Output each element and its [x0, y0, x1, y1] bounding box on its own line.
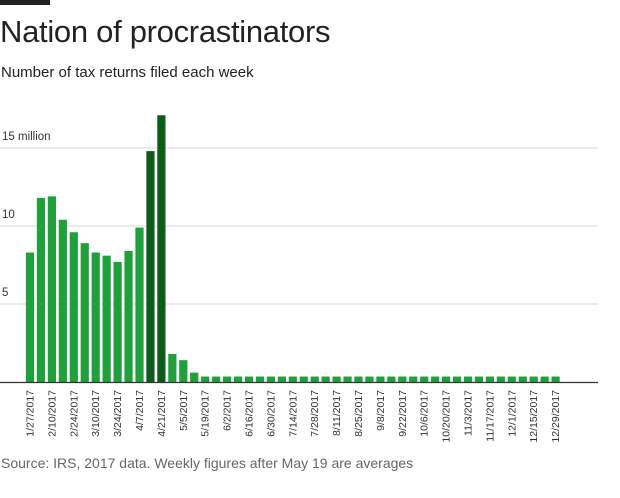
bar-6/16/2017 — [244, 376, 254, 382]
x-tick-label: 7/14/2017 — [287, 390, 299, 437]
x-tick-label: 10/6/2017 — [419, 390, 431, 437]
bar-4/21/2017 — [157, 115, 166, 383]
x-tick-label: 11/17/2017 — [484, 390, 496, 442]
bar-6/2/2017 — [223, 376, 232, 382]
bar-11/3/2017 — [463, 376, 473, 382]
y-tick-label: 10 — [2, 209, 15, 221]
x-tick-label: 6/30/2017 — [265, 390, 277, 437]
bar-5/19/2017 — [201, 376, 210, 382]
bar-10/27/2017 — [452, 376, 462, 382]
bar-4/14/2017 — [146, 151, 155, 382]
bar-10/6/2017 — [420, 376, 429, 382]
bar-3/17/2017 — [102, 255, 111, 382]
bar-5/12/2017 — [190, 372, 199, 382]
bar-5/5/2017 — [179, 360, 188, 382]
chart-subtitle: Number of tax returns filed each week — [1, 64, 254, 81]
bar-7/28/2017 — [310, 376, 319, 382]
x-tick-label: 7/28/2017 — [309, 390, 321, 437]
x-tick-label: 9/8/2017 — [375, 390, 387, 431]
x-tick-label: 4/21/2017 — [156, 390, 168, 437]
bar-12/1/2017 — [507, 376, 516, 382]
x-tick-label: 1/27/2017 — [25, 390, 37, 437]
bar-8/11/2017 — [332, 376, 341, 382]
bar-7/7/2017 — [277, 376, 286, 382]
bar-3/31/2017 — [124, 250, 133, 382]
bar-3/24/2017 — [113, 261, 122, 382]
bar-5/26/2017 — [212, 376, 221, 382]
gridlines — [0, 147, 598, 305]
chart-title: Nation of procrastinators — [0, 14, 331, 49]
bar-6/23/2017 — [255, 376, 265, 382]
bar-2/3/2017 — [36, 197, 46, 382]
bar-4/7/2017 — [135, 227, 144, 382]
x-tick-label: 3/10/2017 — [90, 390, 102, 437]
bar-2/24/2017 — [69, 232, 78, 382]
bar-11/24/2017 — [496, 376, 505, 382]
y-tick-label: 15 million — [2, 131, 51, 143]
x-tick-label: 9/22/2017 — [397, 390, 409, 437]
x-tick-label: 2/10/2017 — [46, 390, 58, 437]
header-accent-bar — [0, 0, 50, 5]
source-note: Source: IRS, 2017 data. Weekly figures a… — [1, 455, 414, 471]
x-axis-labels: 1/27/2017 2/10/2017 2/24/2017 3/10/2017 3/24… — [25, 390, 563, 443]
bar-11/10/2017 — [474, 376, 484, 382]
x-tick-label: 12/15/2017 — [528, 390, 540, 443]
bar-2/17/2017 — [58, 219, 67, 382]
x-tick-label: 6/16/2017 — [244, 390, 256, 437]
x-tick-label: 11/3/2017 — [463, 390, 475, 436]
y-tick-label: 5 — [2, 287, 8, 299]
x-tick-label: 10/20/2017 — [441, 390, 453, 443]
bars — [25, 115, 560, 383]
bar-7/21/2017 — [299, 376, 308, 382]
bar-3/3/2017 — [80, 243, 89, 382]
bar-8/4/2017 — [321, 376, 330, 382]
bar-10/20/2017 — [442, 376, 451, 382]
x-tick-label: 5/5/2017 — [178, 390, 190, 431]
bar-9/15/2017 — [387, 376, 396, 382]
bar-9/8/2017 — [376, 376, 385, 382]
bar-10/13/2017 — [431, 376, 440, 382]
x-tick-label: 2/24/2017 — [68, 390, 80, 437]
bar-2/10/2017 — [47, 196, 56, 382]
x-tick-label: 5/19/2017 — [200, 390, 212, 437]
bar-12/29/2017 — [551, 376, 560, 382]
bar-6/30/2017 — [266, 376, 275, 382]
y-axis-labels: 5 10 15 million — [2, 131, 51, 299]
x-tick-label: 3/24/2017 — [112, 390, 124, 437]
bar-11/17/2017 — [485, 376, 494, 382]
x-tick-label: 4/7/2017 — [134, 390, 146, 431]
bar-8/25/2017 — [354, 376, 363, 382]
bar-8/18/2017 — [343, 376, 352, 382]
bar-3/10/2017 — [91, 252, 100, 382]
x-tick-label: 8/11/2017 — [331, 390, 343, 436]
bar-12/15/2017 — [529, 376, 538, 382]
bar-12/8/2017 — [518, 376, 527, 382]
x-tick-label: 8/25/2017 — [353, 390, 365, 437]
bar-9/1/2017 — [365, 376, 374, 382]
bar-7/14/2017 — [288, 376, 297, 382]
bar-9/29/2017 — [409, 376, 418, 382]
bar-6/9/2017 — [233, 376, 243, 382]
bar-1/27/2017 — [25, 252, 35, 382]
x-tick-label: 12/1/2017 — [506, 390, 518, 437]
x-tick-label: 6/2/2017 — [222, 390, 234, 431]
x-tick-label: 12/29/2017 — [550, 390, 562, 443]
bar-12/22/2017 — [540, 376, 549, 382]
bar-9/22/2017 — [398, 376, 407, 382]
bar-4/28/2017 — [168, 353, 177, 382]
